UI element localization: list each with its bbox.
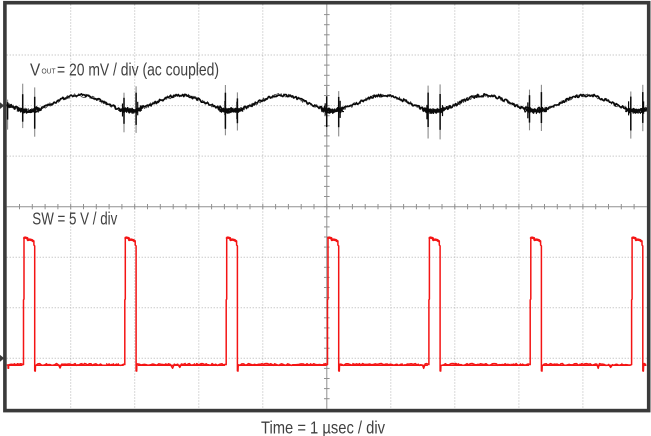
svg-text:Time = 1 µsec / div: Time = 1 µsec / div bbox=[261, 418, 385, 436]
svg-text:SW = 5 V / div: SW = 5 V / div bbox=[32, 208, 117, 228]
svg-text:OUT: OUT bbox=[42, 69, 57, 76]
svg-text:V: V bbox=[30, 59, 41, 79]
svg-text:= 20 mV / div (ac coupled): = 20 mV / div (ac coupled) bbox=[57, 59, 219, 79]
